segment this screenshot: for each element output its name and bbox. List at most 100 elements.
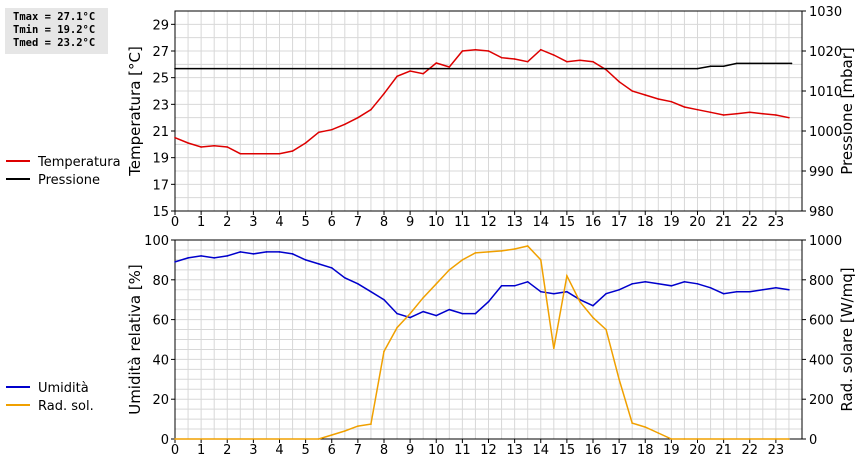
hum-x-tick-label: 8: [380, 443, 388, 458]
hum-x-tick-label: 15: [559, 443, 576, 458]
legend-label-temperatura: Temperatura: [37, 155, 121, 170]
tmed-text: Tmed = 23.2°C: [13, 37, 96, 49]
series-point-temperatura: [239, 152, 242, 155]
series-point-temperatura: [317, 131, 320, 134]
series-point-rad-sol: [409, 312, 411, 315]
hum-x-tick-label: 21: [715, 443, 732, 458]
hum-y-tick-label: 100: [144, 234, 169, 249]
series-point-pressione: [174, 67, 176, 70]
series-point-umidit: [605, 292, 607, 295]
temp-x-tick-label: 2: [223, 215, 231, 230]
temp-y2-tick-label: 1000: [809, 125, 842, 140]
series-point-umidit: [683, 280, 686, 283]
series-point-rad-sol: [788, 438, 790, 440]
hum-y-tick-label: 60: [152, 314, 169, 329]
series-point-rad-sol: [696, 438, 699, 440]
temp-x-tick-label: 8: [380, 215, 388, 230]
series-point-umidit: [435, 314, 438, 317]
series-point-umidit: [539, 290, 542, 293]
temp-y2-tick-label: 1010: [809, 85, 842, 100]
temp-y-tick-label: 25: [152, 72, 169, 87]
temp-x-tick-label: 9: [406, 215, 414, 230]
series-point-rad-sol: [631, 422, 633, 424]
series-point-temperatura: [487, 50, 490, 52]
temp-y-tick-label: 27: [152, 45, 169, 60]
series-point-rad-sol: [722, 438, 725, 440]
series-point-temperatura: [330, 128, 333, 131]
series-point-umidit: [553, 292, 555, 295]
series-point-rad-sol: [553, 347, 555, 350]
series-point-temperatura: [265, 152, 268, 155]
series-point-temperatura: [579, 59, 581, 62]
series-point-rad-sol: [174, 438, 176, 440]
series-point-umidit: [788, 288, 790, 291]
hum-y2-tick-label: 600: [809, 314, 834, 329]
series-point-rad-sol: [500, 250, 503, 252]
series-line-rad-sol: [175, 245, 789, 440]
series-point-umidit: [213, 257, 215, 259]
series-point-rad-sol: [422, 296, 424, 299]
series-point-rad-sol: [526, 245, 529, 247]
series-point-rad-sol: [317, 438, 320, 440]
series-point-temperatura: [748, 111, 751, 114]
series-point-temperatura: [539, 48, 542, 51]
tmax-text: Tmax = 27.1°C: [13, 11, 96, 23]
legend-label-umidit: Umidità: [38, 381, 89, 396]
hum-y-tick-label: 40: [152, 353, 169, 368]
series-point-temperatura: [683, 106, 686, 108]
series-point-temperatura: [304, 142, 307, 144]
series-point-temperatura: [435, 62, 438, 64]
hum-x-tick-label: 6: [328, 443, 336, 458]
series-point-temperatura: [592, 60, 594, 63]
series-point-rad-sol: [539, 259, 542, 261]
series-point-umidit: [357, 282, 359, 285]
series-point-umidit: [722, 292, 725, 295]
temp-y-tick-label: 29: [152, 18, 169, 33]
hum-x-tick-label: 23: [768, 443, 785, 458]
series-point-umidit: [762, 288, 764, 291]
series-point-umidit: [396, 312, 398, 315]
series-point-umidit: [631, 282, 633, 285]
series-point-temperatura: [526, 60, 529, 63]
series-point-umidit: [317, 263, 320, 265]
temp-x-tick-label: 22: [741, 215, 758, 230]
temp-x-tick-label: 7: [354, 215, 362, 230]
series-point-rad-sol: [657, 432, 660, 434]
series-point-umidit: [330, 267, 333, 269]
series-point-temperatura: [174, 136, 176, 139]
hum-x-tick-label: 13: [506, 443, 523, 458]
series-line-temperatura: [174, 48, 790, 155]
series-point-umidit: [618, 288, 620, 291]
hum-x-tick-label: 22: [741, 443, 758, 458]
series-point-rad-sol: [344, 430, 346, 432]
stats-box: Tmax = 27.1°C Tmin = 19.2°C Tmed = 23.2°…: [5, 8, 108, 54]
temp-x-tick-label: 20: [689, 215, 706, 230]
hum-y-tick-label: 80: [152, 274, 169, 289]
hum-x-tick-label: 20: [689, 443, 706, 458]
legend-label-rad-sol: Rad. sol.: [38, 399, 94, 414]
series-point-temperatura: [344, 123, 346, 126]
temp-x-tick-label: 12: [480, 215, 497, 230]
series-point-temperatura: [775, 114, 777, 116]
series-point-umidit: [775, 286, 777, 289]
series-point-umidit: [409, 316, 411, 319]
temp-x-tick-label: 10: [428, 215, 445, 230]
hum-x-tick-label: 3: [249, 443, 257, 458]
temp-y-tick-label: 17: [152, 178, 169, 193]
hum-x-tick-label: 12: [480, 443, 497, 458]
series-point-temperatura: [709, 111, 712, 114]
series-point-rad-sol: [435, 282, 438, 285]
temp-x-tick-label: 19: [663, 215, 680, 230]
hum-x-tick-label: 7: [354, 443, 362, 458]
series-point-umidit: [474, 312, 477, 315]
hum-x-tick-label: 14: [532, 443, 549, 458]
temp-x-tick-label: 14: [532, 215, 549, 230]
series-point-umidit: [291, 253, 294, 255]
series-point-rad-sol: [566, 275, 568, 277]
temp-y-axis-label: Temperatura [°C]: [126, 46, 144, 177]
series-point-umidit: [513, 284, 516, 287]
temp-x-tick-label: 23: [768, 215, 785, 230]
series-point-rad-sol: [383, 350, 385, 353]
series-point-temperatura: [474, 48, 477, 51]
series-point-umidit: [448, 308, 451, 311]
